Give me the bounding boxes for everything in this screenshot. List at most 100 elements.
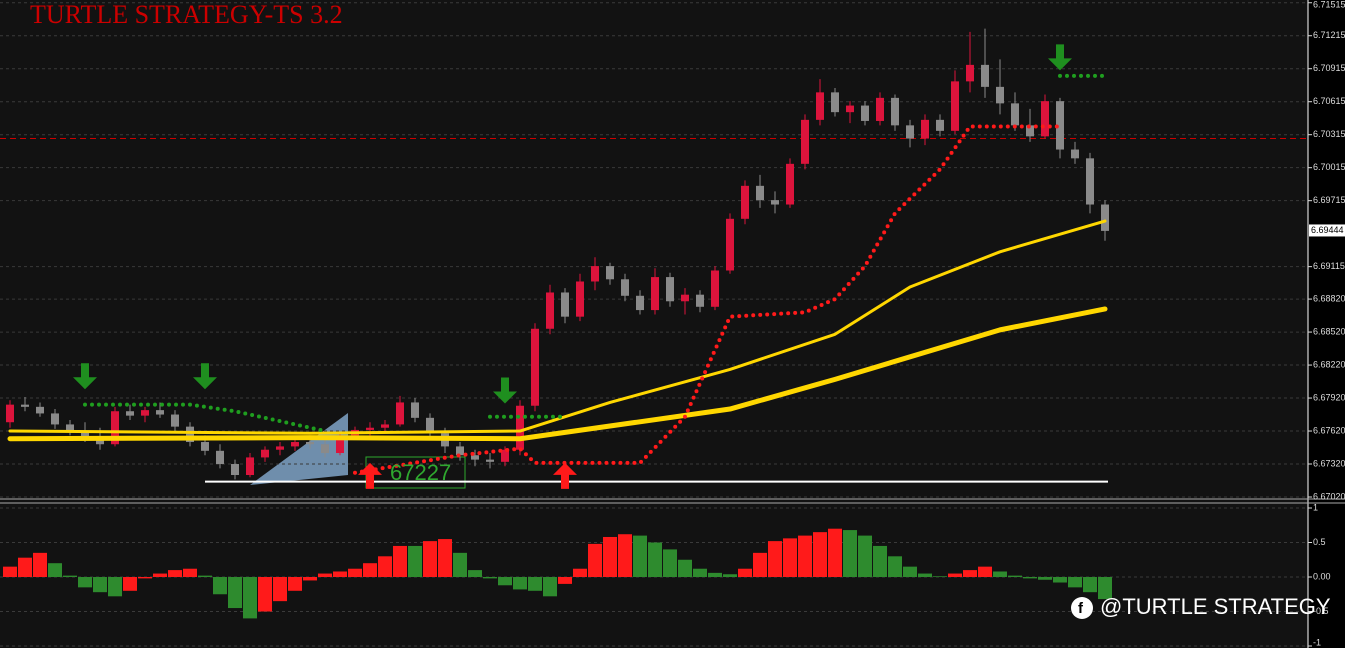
histogram-bar	[978, 566, 992, 577]
histogram-bar	[33, 552, 47, 577]
y-tick-label: 0.00	[1313, 571, 1331, 581]
candle-body	[81, 431, 89, 437]
candle-body	[231, 464, 239, 476]
sell-arrow	[1048, 44, 1072, 71]
histogram-bar	[138, 577, 152, 579]
chart-title: TURTLE STRATEGY-TS 3.2	[30, 0, 343, 29]
candle-body	[306, 442, 314, 445]
histogram-bar	[273, 577, 287, 602]
y-tick-label: 6.70615	[1313, 96, 1345, 106]
candle-body	[786, 163, 794, 205]
histogram-bar	[813, 532, 827, 577]
histogram-bar	[828, 528, 842, 577]
histogram-bar	[378, 556, 392, 577]
candle-body	[336, 435, 344, 454]
facebook-icon	[1071, 597, 1093, 619]
indicator-line	[8, 219, 1107, 435]
candle-body	[531, 328, 539, 406]
histogram-bar	[348, 568, 362, 577]
candle-body	[726, 218, 734, 271]
histogram-bar	[1038, 577, 1052, 580]
histogram-bar	[468, 570, 482, 577]
histogram-bar	[198, 575, 212, 577]
buy-arrow	[358, 462, 382, 489]
histogram-bar	[558, 577, 572, 584]
candle-body	[951, 81, 959, 131]
y-tick-label: 6.68820	[1313, 293, 1345, 303]
histogram-bar	[903, 566, 917, 577]
histogram-bar	[438, 539, 452, 577]
buy-arrow	[553, 462, 577, 489]
histogram-bar	[123, 577, 137, 591]
y-tick-label: 1	[1313, 502, 1318, 512]
candle-body	[621, 279, 629, 296]
histogram-bar	[63, 575, 77, 577]
candle-body	[921, 119, 929, 139]
histogram-bar	[1068, 577, 1082, 588]
histogram-bar	[78, 577, 92, 588]
sell-arrow	[193, 363, 217, 390]
histogram-bar	[693, 568, 707, 577]
candle-body	[801, 119, 809, 164]
histogram-bar	[1008, 575, 1022, 577]
histogram-bar	[48, 563, 62, 577]
candle-body	[996, 86, 1004, 104]
candle-body	[111, 411, 119, 445]
candle-body	[906, 125, 914, 139]
price-axis-panel	[1308, 0, 1345, 648]
histogram-bar	[873, 545, 887, 577]
candle-body	[471, 455, 479, 460]
candle-body	[6, 404, 14, 423]
candle-body	[276, 446, 284, 450]
histogram-bar	[393, 545, 407, 577]
y-tick-label: 6.71215	[1313, 30, 1345, 40]
candle-body	[966, 64, 974, 82]
histogram-bar	[363, 563, 377, 577]
histogram-bar	[333, 571, 347, 577]
histogram-bar	[858, 535, 872, 577]
histogram-bar	[648, 542, 662, 577]
candle-body	[141, 410, 149, 416]
y-tick-label: -0.5	[1313, 606, 1329, 616]
histogram-bar	[453, 552, 467, 577]
histogram-bar	[318, 573, 332, 577]
candle-body	[321, 444, 329, 454]
candle-body	[216, 450, 224, 465]
candle-body	[711, 270, 719, 307]
y-tick-label: 6.67320	[1313, 458, 1345, 468]
candle-body	[1011, 103, 1019, 126]
y-tick-label: 6.67020	[1313, 491, 1345, 501]
histogram-bar	[663, 549, 677, 577]
shaded-zone	[250, 413, 348, 485]
histogram-bar	[1023, 577, 1037, 579]
histogram-bar	[183, 568, 197, 577]
candle-body	[1071, 149, 1079, 159]
histogram-bar	[108, 577, 122, 597]
histogram-bar	[408, 545, 422, 577]
candle-body	[51, 413, 59, 425]
candle-body	[696, 294, 704, 307]
facebook-icon-glyph: f	[1078, 600, 1084, 617]
candle-body	[426, 417, 434, 434]
histogram-bar	[768, 541, 782, 577]
histogram-bar	[288, 577, 302, 591]
sell-arrow	[73, 363, 97, 390]
y-tick-label: 6.68520	[1313, 326, 1345, 336]
candle-body	[36, 406, 44, 414]
candle-body	[666, 277, 674, 302]
y-tick-label: 6.70015	[1313, 162, 1345, 172]
candle-body	[261, 449, 269, 458]
indicator-line	[353, 124, 1062, 475]
histogram-bar	[918, 573, 932, 577]
histogram-bar	[618, 534, 632, 577]
histogram-bar	[963, 570, 977, 577]
watermark: @TURTLE STRATEGY	[1100, 594, 1331, 619]
candle-body	[366, 427, 374, 430]
histogram-bar	[723, 574, 737, 577]
histogram-bar	[528, 577, 542, 591]
y-tick-label: 0.5	[1313, 537, 1326, 547]
candle-body	[21, 404, 29, 407]
candle-body	[66, 424, 74, 432]
